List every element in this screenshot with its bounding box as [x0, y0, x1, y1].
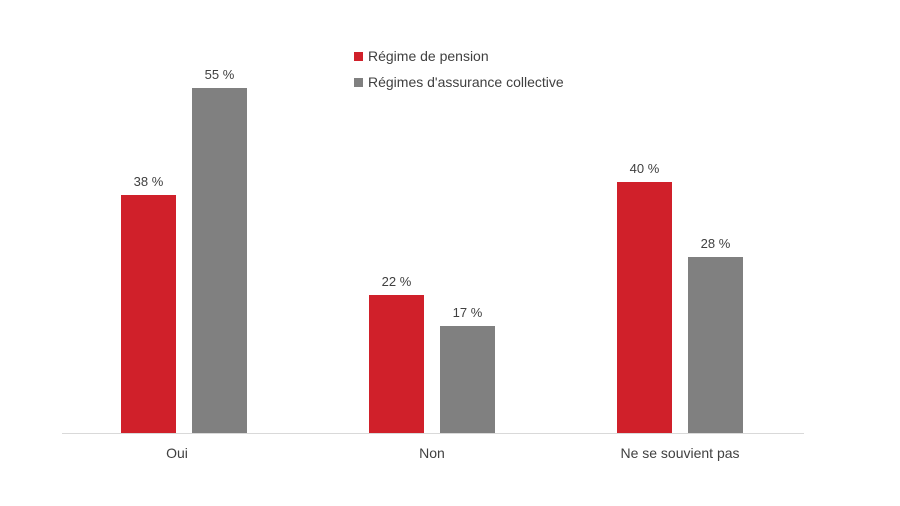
x-tick-label: Oui — [166, 445, 188, 461]
bar — [440, 326, 495, 433]
data-label: 17 % — [452, 305, 483, 320]
legend-item-pension: Régime de pension — [354, 43, 564, 69]
x-tick-label: Non — [419, 445, 445, 461]
bar — [121, 195, 176, 433]
legend-swatch-pension — [354, 51, 363, 61]
x-axis-line — [62, 433, 804, 434]
legend-label: Régimes d'assurance collective — [368, 74, 564, 90]
data-label: 40 % — [629, 161, 660, 176]
bar — [192, 88, 247, 433]
data-label: 28 % — [700, 236, 731, 251]
bar — [688, 257, 743, 433]
bar — [369, 295, 424, 433]
data-label: 38 % — [133, 174, 164, 189]
data-label: 55 % — [204, 67, 235, 82]
legend-label: Régime de pension — [368, 48, 489, 64]
x-tick-label: Ne se souvient pas — [620, 445, 740, 461]
data-label: 22 % — [381, 274, 412, 289]
legend-item-assurance: Régimes d'assurance collective — [354, 69, 564, 95]
chart-legend: Régime de pension Régimes d'assurance co… — [354, 43, 564, 95]
legend-swatch-assurance — [354, 77, 363, 87]
bar — [617, 182, 672, 433]
